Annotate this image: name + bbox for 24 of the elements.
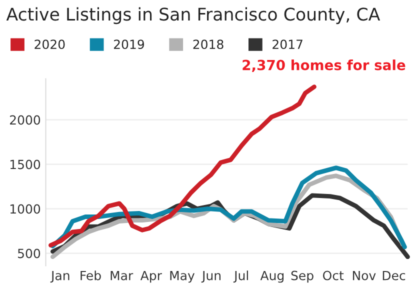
x-tick-label: Apr [140,270,162,283]
x-tick-label: Oct [323,270,344,280]
legend-label: 2018 [193,40,224,50]
x-tick-label: Mar [110,270,134,280]
y-tick-label: 1000 [10,204,40,214]
x-tick-label: Sep [291,270,314,283]
line-series [48,84,316,248]
legend-label: 2017 [272,40,302,50]
y-tick-label: 1500 [10,160,40,170]
x-tick-label: Feb [80,270,101,280]
legend-label: 2019 [114,40,144,50]
x-tick-label: Dec [382,270,406,280]
x-tick-label: Nov [352,270,376,280]
y-tick-label: 500 [18,248,40,258]
x-tick-label: Jul [233,270,248,283]
annotation: 2,370 homes for sale [242,60,406,72]
x-tick-label: Aug [260,270,284,283]
y-tick-label: 2000 [10,115,40,125]
x-tick-label: May [170,270,195,283]
x-tick-label: Jan [50,270,70,283]
x-tick-label: Jun [201,270,221,283]
legend-label: 2020 [34,40,65,50]
chart-title: Active Listings in San Francisco County, CA [6,7,380,24]
line-series [50,166,407,250]
